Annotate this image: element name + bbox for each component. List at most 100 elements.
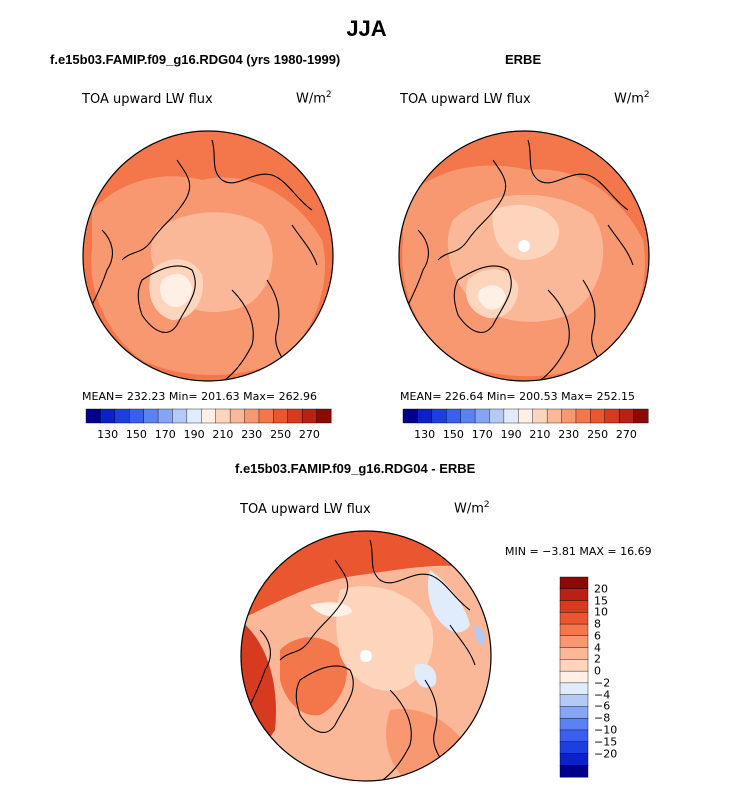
obs-colorbar-box bbox=[546, 408, 563, 424]
obs-coastlines bbox=[407, 139, 634, 381]
model-colorbar-box bbox=[114, 408, 130, 424]
obs-colorbar-tick: 150 bbox=[442, 428, 464, 441]
obs-variable-label: TOA upward LW flux bbox=[400, 92, 531, 107]
model-colorbar-box bbox=[258, 408, 274, 424]
diff-colorbar-tick: 4 bbox=[594, 641, 601, 655]
diff-colorbar-box bbox=[559, 588, 589, 602]
obs-colorbar-box bbox=[402, 408, 418, 424]
diff-colorbar-box bbox=[559, 647, 589, 660]
obs-colorbar-box bbox=[460, 408, 476, 424]
obs-colorbar-tick: 210 bbox=[529, 428, 551, 441]
diff-colorbar-box bbox=[559, 729, 589, 743]
diff-polar-map bbox=[240, 530, 492, 782]
obs-colorbar-tick: 170 bbox=[471, 428, 493, 441]
obs-colorbar-box bbox=[532, 408, 548, 424]
obs-greenland-core bbox=[478, 285, 506, 310]
model-colorbar-box bbox=[301, 408, 318, 424]
diff-colorbar-tick: 6 bbox=[594, 629, 601, 643]
diff-colorbar-tick: 10 bbox=[594, 605, 608, 619]
diff-cool-patch-1 bbox=[427, 570, 470, 633]
obs-colorbar-box bbox=[431, 408, 447, 424]
diff-colorbar-box bbox=[559, 623, 589, 637]
diff-colorbar-box bbox=[559, 612, 589, 625]
model-colorbar bbox=[85, 408, 332, 424]
diff-panel-title: f.e15b03.FAMIP.f09_g16.RDG04 - ERBE bbox=[235, 461, 476, 476]
obs-map-border bbox=[398, 130, 650, 382]
model-colorbar-box bbox=[143, 408, 159, 424]
diff-pale-patch bbox=[310, 602, 352, 617]
obs-colorbar-box bbox=[590, 408, 606, 424]
model-stats: MEAN= 232.23 Min= 201.63 Max= 262.96 bbox=[82, 390, 318, 403]
model-colorbar-box bbox=[273, 408, 289, 424]
model-colorbar-tick: 150 bbox=[125, 428, 147, 441]
diff-colorbar-tick: −8 bbox=[594, 711, 611, 725]
diff-colorbar-box bbox=[559, 576, 589, 590]
diff-colorbar-box bbox=[559, 741, 589, 754]
model-colorbar-box bbox=[100, 408, 116, 424]
obs-colorbar-tick: 230 bbox=[558, 428, 580, 441]
obs-colorbar-box bbox=[446, 408, 462, 424]
obs-colorbar-box bbox=[518, 408, 534, 424]
diff-warm-north bbox=[241, 531, 491, 620]
diff-colorbar-tick: 8 bbox=[594, 617, 601, 631]
obs-units-label: W/m2 bbox=[614, 90, 650, 107]
diff-colorbar-ticks: 20 15 10 8 6 4 2 0 −2 −4 −6 −8 −10 −15 −20 bbox=[594, 577, 634, 777]
obs-colorbar-box bbox=[633, 408, 649, 424]
diff-colorbar-box bbox=[559, 765, 589, 778]
diff-colorbar-tick: 15 bbox=[594, 594, 608, 607]
diff-colorbar-box bbox=[559, 682, 589, 696]
diff-colorbar-box bbox=[559, 635, 589, 649]
diff-colorbar-tick: −2 bbox=[594, 676, 611, 690]
model-colorbar-box bbox=[129, 408, 145, 424]
diff-colorbar-box bbox=[559, 659, 589, 672]
diff-central-pale bbox=[336, 586, 434, 691]
model-colorbar-box bbox=[316, 408, 332, 424]
obs-colorbar-box bbox=[575, 408, 591, 424]
obs-colorbar-ticks: 130 150 170 190 210 230 250 270 bbox=[403, 428, 648, 442]
diff-colorbar-box bbox=[559, 600, 589, 613]
diff-variable-label: TOA upward LW flux bbox=[240, 502, 371, 517]
model-colorbar-tick: 250 bbox=[270, 428, 292, 441]
diff-stats: MIN = −3.81 MAX = 16.69 bbox=[505, 545, 652, 558]
model-colorbar-ticks: 130 150 170 190 210 230 250 270 bbox=[86, 428, 331, 442]
model-panel-title: f.e15b03.FAMIP.f09_g16.RDG04 (yrs 1980-1… bbox=[50, 52, 341, 67]
obs-stats: MEAN= 226.64 Min= 200.53 Max= 252.15 bbox=[400, 390, 636, 403]
diff-colorbar-tick: −6 bbox=[594, 699, 611, 713]
model-colorbar-tick: 130 bbox=[97, 428, 119, 441]
obs-colorbar-tick: 270 bbox=[615, 428, 637, 441]
obs-colorbar-box bbox=[474, 408, 490, 424]
model-colorbar-box bbox=[201, 408, 217, 424]
model-units-label: W/m2 bbox=[296, 90, 332, 107]
diff-colorbar-tick: −20 bbox=[594, 747, 618, 760]
model-colorbar-tick: 270 bbox=[298, 428, 320, 441]
model-colorbar-tick: 210 bbox=[212, 428, 234, 441]
model-colorbar-box bbox=[215, 408, 231, 424]
diff-missing-pole bbox=[360, 650, 372, 662]
diff-colorbar-box bbox=[559, 670, 589, 684]
diff-cool-patch-2 bbox=[414, 663, 437, 688]
obs-colorbar-box bbox=[489, 408, 505, 424]
model-colorbar-box bbox=[172, 408, 188, 424]
obs-colorbar-box bbox=[561, 408, 577, 424]
model-variable-label: TOA upward LW flux bbox=[82, 92, 213, 107]
model-colorbar-box bbox=[157, 408, 173, 424]
model-colorbar-box bbox=[85, 408, 101, 424]
diff-coastlines bbox=[249, 539, 476, 781]
diff-colorbar-tick: 0 bbox=[594, 664, 601, 678]
model-colorbar-box bbox=[244, 408, 260, 424]
obs-colorbar-box bbox=[618, 408, 635, 424]
model-map-border bbox=[82, 130, 334, 382]
obs-polar-map bbox=[398, 130, 650, 382]
model-colorbar-box bbox=[229, 408, 246, 424]
diff-colorbar-tick: 20 bbox=[594, 582, 608, 596]
diff-colorbar-box bbox=[559, 717, 589, 731]
obs-colorbar bbox=[402, 408, 649, 424]
diff-map-border bbox=[240, 530, 492, 782]
diff-colorbar-tick: −15 bbox=[594, 735, 618, 749]
obs-colorbar-box bbox=[503, 408, 519, 424]
obs-missing-pole bbox=[518, 240, 530, 252]
figure-title: JJA bbox=[346, 16, 387, 41]
model-colorbar-tick: 190 bbox=[183, 428, 205, 441]
model-greenland-core bbox=[160, 273, 192, 308]
diff-cool-patch-3 bbox=[474, 625, 486, 645]
